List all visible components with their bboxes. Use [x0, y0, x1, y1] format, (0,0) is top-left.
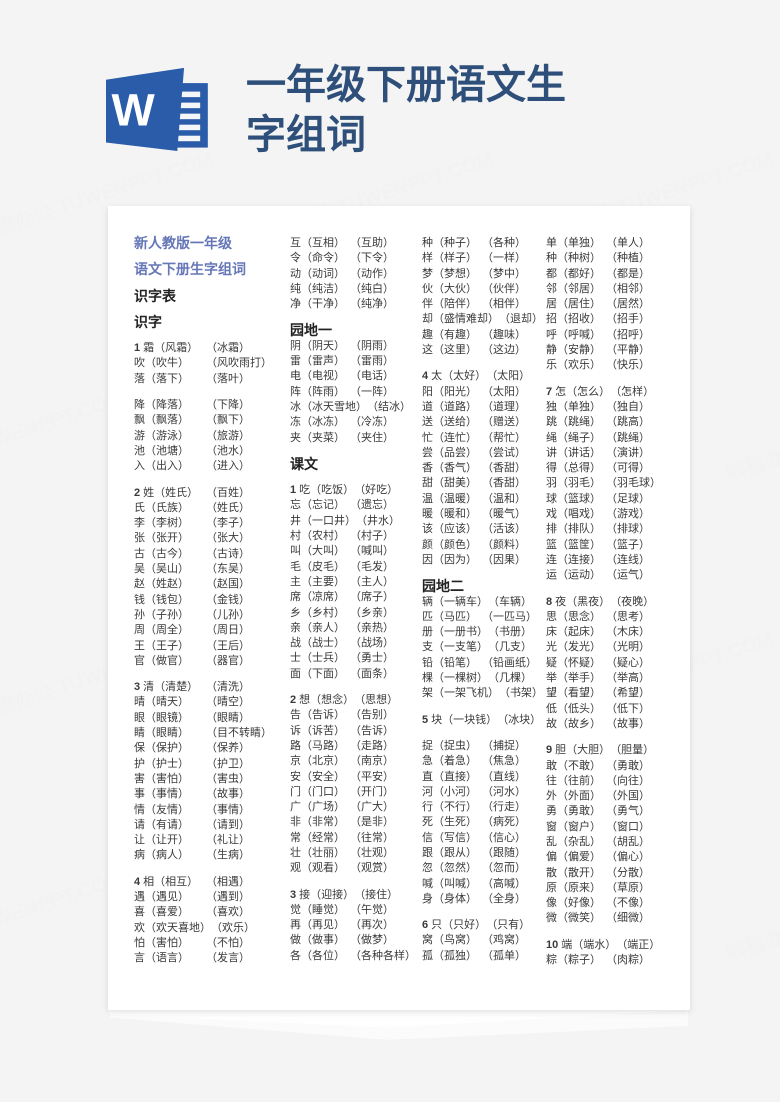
svg-text:W: W: [112, 85, 156, 136]
